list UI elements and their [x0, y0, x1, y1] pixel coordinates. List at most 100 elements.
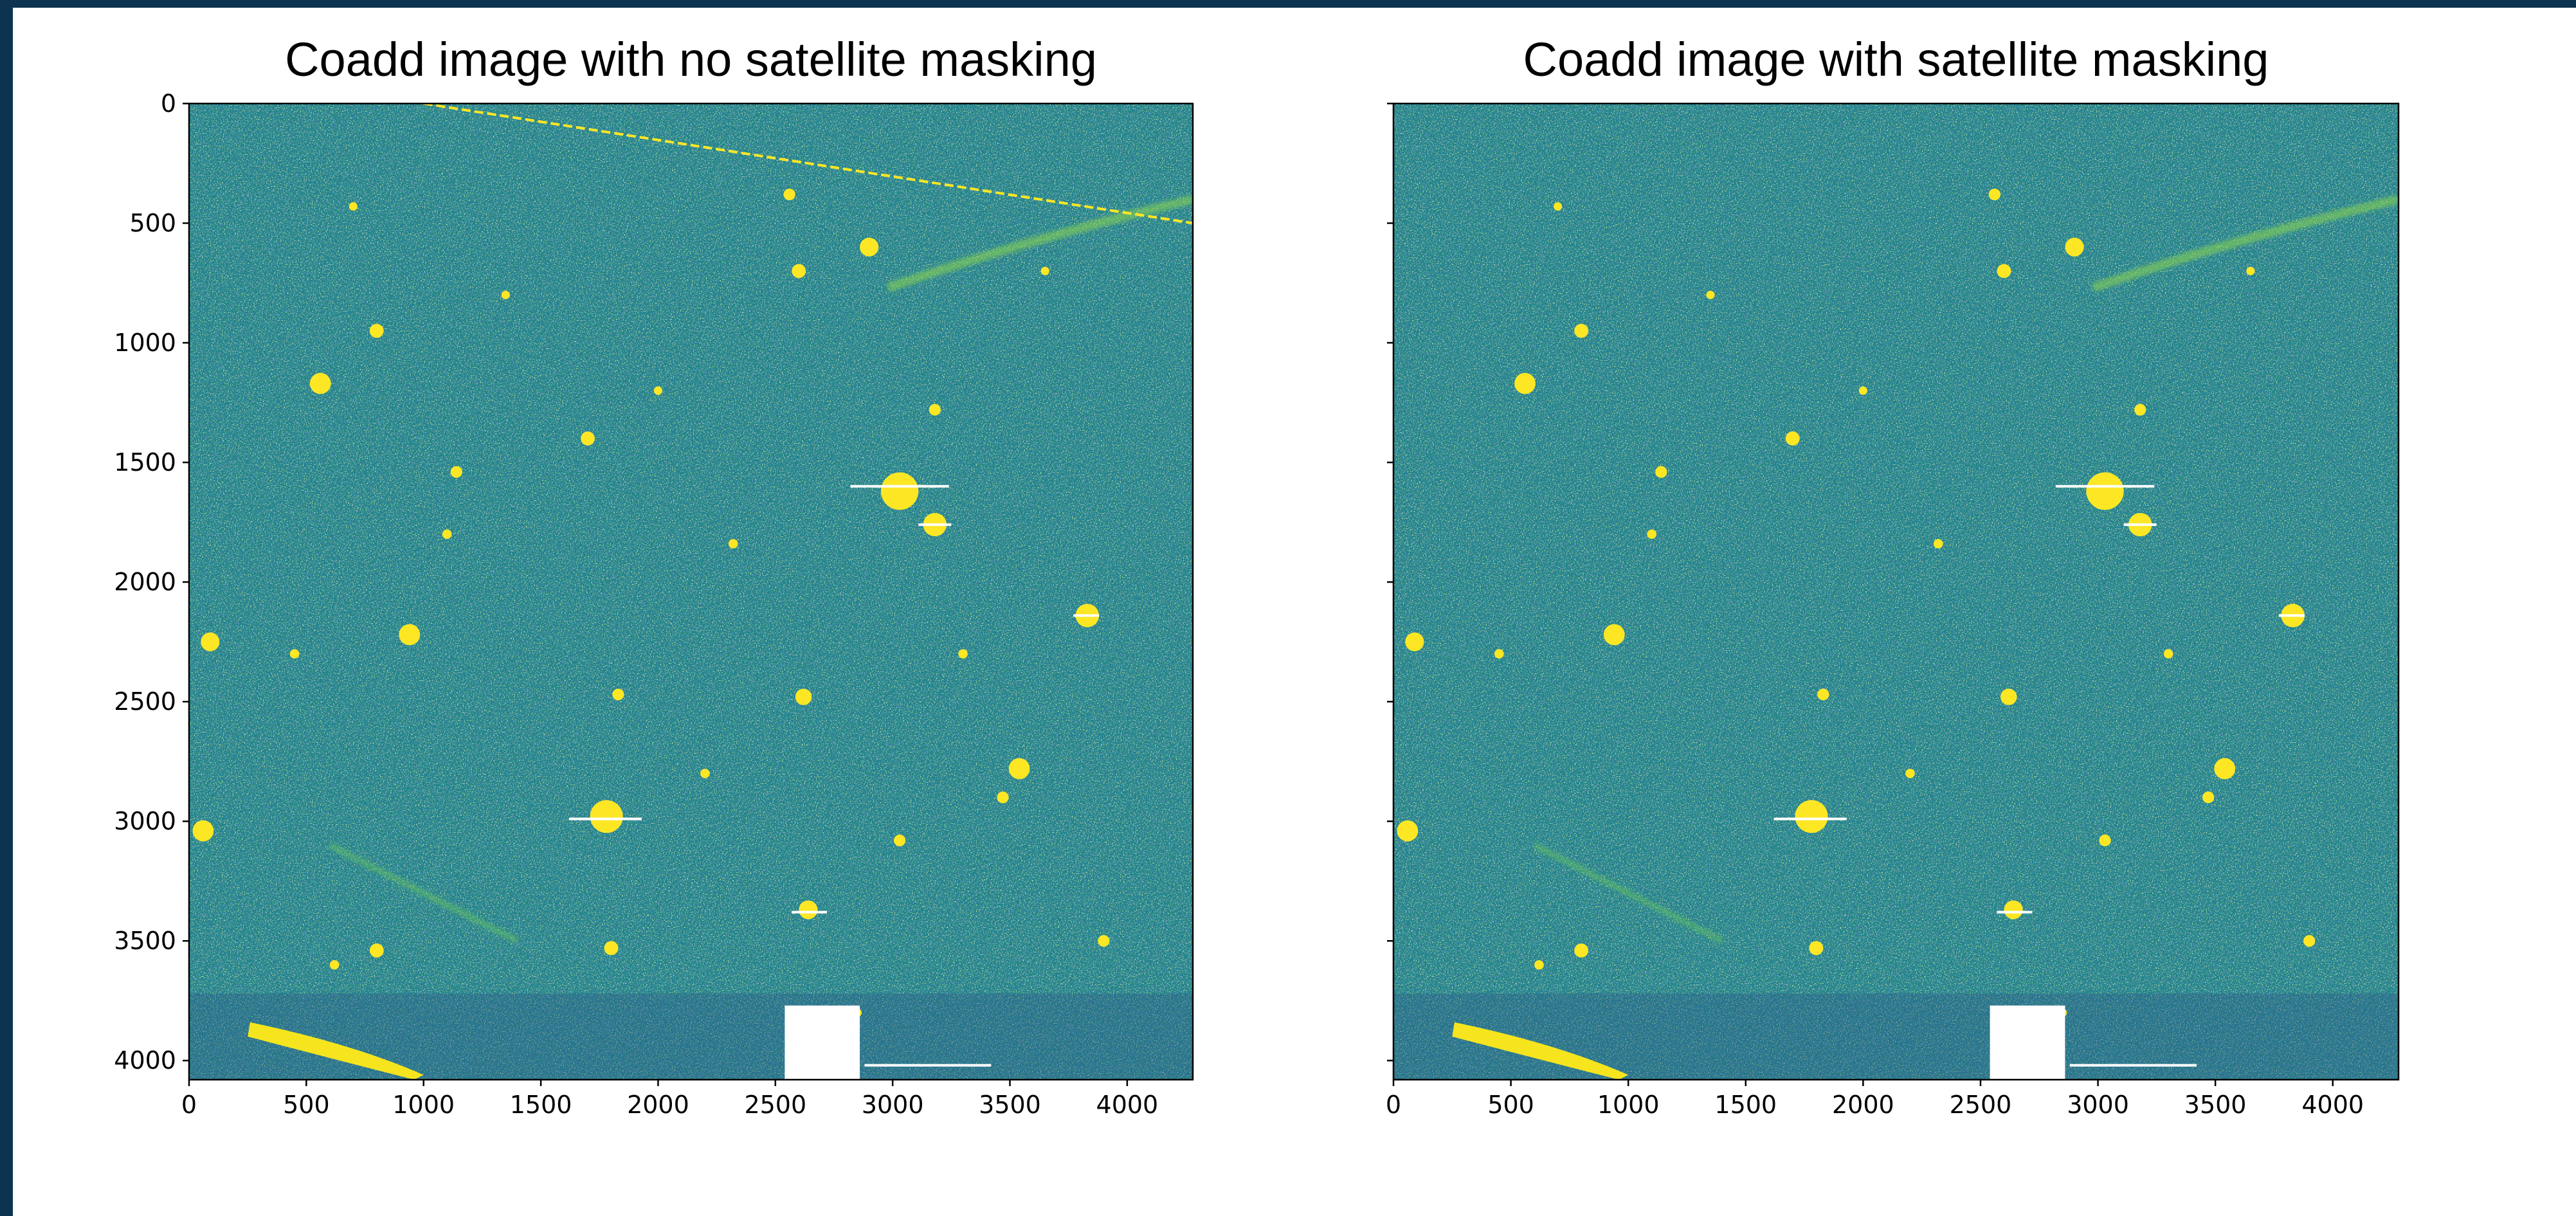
x-tick-label: 3000	[2067, 1091, 2129, 1119]
star	[1574, 324, 1588, 338]
star	[2164, 649, 2173, 658]
star	[958, 649, 968, 658]
y-tick-label: 500	[129, 209, 176, 237]
figure: Coadd image with no satellite masking 0 50…	[0, 0, 2576, 1216]
star	[654, 386, 662, 395]
x-tick-label: 3500	[979, 1091, 1041, 1119]
star	[2303, 935, 2315, 947]
star	[1655, 466, 1667, 478]
star	[1041, 267, 1049, 275]
star	[442, 529, 452, 539]
star	[1574, 943, 1588, 957]
star	[1494, 649, 1504, 658]
y-tick-label: 2000	[114, 568, 176, 596]
star	[1989, 188, 2000, 200]
noisy-bottom	[189, 994, 1193, 1080]
star	[1514, 373, 1536, 394]
star	[1397, 821, 1418, 842]
x-tick-label: 500	[283, 1091, 330, 1119]
star	[502, 291, 510, 299]
star	[1098, 935, 1109, 947]
frame-left	[0, 0, 13, 1216]
star	[881, 473, 918, 510]
star	[581, 431, 595, 446]
x-tick-label: 2500	[744, 1091, 806, 1119]
star	[997, 792, 1008, 803]
star	[1905, 768, 1915, 778]
x-tick-label: 0	[1386, 1091, 1401, 1119]
image-noise	[1393, 104, 2399, 1080]
star	[894, 835, 905, 846]
x-tick-label: 1000	[392, 1091, 455, 1119]
star	[792, 264, 806, 278]
x-tick-label: 4000	[1096, 1091, 1159, 1119]
star	[349, 202, 358, 210]
star	[1604, 624, 1625, 646]
star	[1647, 529, 1656, 539]
star	[2134, 404, 2146, 415]
star	[2086, 473, 2123, 510]
masked-region	[785, 1006, 860, 1080]
image-noise	[189, 104, 1193, 1080]
star	[290, 649, 300, 658]
star	[784, 188, 795, 200]
star	[399, 624, 420, 646]
star	[1795, 800, 1828, 833]
star	[1997, 264, 2011, 278]
y-tick-label: 3000	[114, 807, 176, 835]
star	[729, 539, 738, 549]
y-tick-label: 1500	[114, 448, 176, 476]
y-tick-label: 2500	[114, 687, 176, 716]
star	[192, 821, 213, 842]
star	[1405, 633, 1424, 651]
panel: Coadd image with no satellite masking 0 50…	[114, 33, 1193, 1119]
noisy-bottom	[1393, 994, 2399, 1080]
x-tick-label: 1500	[510, 1091, 572, 1119]
star	[201, 633, 219, 651]
star	[370, 943, 384, 957]
star	[451, 466, 462, 478]
star	[2214, 758, 2235, 779]
star	[1934, 539, 1943, 549]
chart-title: Coadd image with no satellite masking	[285, 33, 1097, 86]
chart-title: Coadd image with satellite masking	[1523, 33, 2269, 86]
y-tick-label: 4000	[114, 1046, 176, 1075]
star	[330, 960, 340, 970]
star	[1859, 386, 1867, 395]
star	[2000, 689, 2017, 705]
x-tick-label: 3500	[2184, 1091, 2247, 1119]
star	[590, 800, 623, 833]
star	[860, 238, 878, 257]
star	[2004, 900, 2022, 919]
star	[612, 689, 624, 700]
star	[1554, 202, 1562, 210]
star	[799, 900, 817, 919]
y-tick-label: 1000	[114, 329, 176, 357]
x-tick-label: 1000	[1597, 1091, 1660, 1119]
x-tick-label: 0	[181, 1091, 197, 1119]
star	[1786, 431, 1800, 446]
star	[310, 373, 331, 394]
star	[795, 689, 812, 705]
masked-region	[1990, 1006, 2065, 1080]
star	[604, 941, 619, 955]
image	[189, 104, 1193, 1080]
x-tick-label: 1500	[1714, 1091, 1777, 1119]
star	[2202, 792, 2214, 803]
star	[2246, 267, 2254, 275]
star	[1817, 689, 1829, 700]
x-tick-label: 500	[1487, 1091, 1534, 1119]
star	[929, 404, 941, 415]
x-tick-label: 3000	[862, 1091, 924, 1119]
star	[1809, 941, 1823, 955]
x-tick-label: 2000	[1832, 1091, 1894, 1119]
star	[2065, 238, 2083, 257]
star	[2099, 835, 2110, 846]
star	[1009, 758, 1030, 779]
x-tick-label: 4000	[2301, 1091, 2364, 1119]
frame-top	[0, 0, 2576, 8]
star	[370, 324, 384, 338]
star	[700, 768, 710, 778]
x-tick-label: 2000	[627, 1091, 689, 1119]
y-tick-label: 3500	[114, 927, 176, 955]
